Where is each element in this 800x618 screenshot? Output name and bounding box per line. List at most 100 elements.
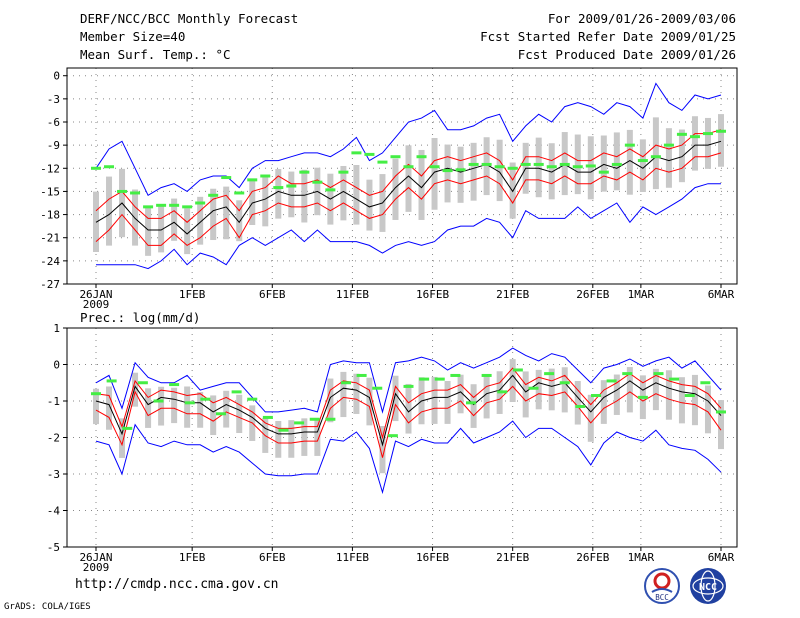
precip-marker-40 [716,410,726,414]
temp-marker-31 [494,165,505,169]
temp-marker-11 [234,191,245,195]
temp-spread-bar-9 [210,188,217,241]
temp-marker-26 [429,165,440,169]
temp-spread-bar-34 [535,137,542,198]
temp-ytick-label-9: -27 [40,278,60,291]
temp-marker-9 [208,193,219,197]
precip-title: Prec.: log(mm/d) [80,310,200,325]
precip-spread-bar-32 [509,359,516,403]
temp-xtick-label-3: 11FEB [336,288,369,301]
temp-marker-19 [338,170,349,174]
precip-marker-35 [637,395,648,399]
precip-spread-bar-8 [197,392,204,428]
temp-spread-bar-40 [613,132,620,191]
precip-marker-33 [606,379,617,383]
precip-marker-14 [309,417,320,421]
temp-spread-bar-28 [457,146,464,203]
temp-marker-15 [286,184,297,188]
temp-marker-36 [559,162,570,166]
temp-ytick-label-4: -12 [40,162,60,175]
precip-marker-29 [544,372,555,376]
temp-spread-bar-5 [158,204,165,253]
precip-spread-bar-18 [327,378,334,423]
temp-plot-frame [66,67,738,285]
temp-marker-34 [533,162,544,166]
precip-spread-bar-27 [444,381,451,424]
temp-marker-10 [221,176,232,180]
precip-spread-bar-0 [93,388,99,425]
temp-spread-bar-3 [132,189,139,246]
temp-marker-6 [169,203,180,207]
precip-spread-bar-33 [522,371,529,418]
temp-marker-8 [195,201,206,205]
precip-spread-bar-7 [184,386,191,428]
temp-marker-7 [182,205,193,209]
precip-spread-bar-30 [483,375,490,419]
precip-marker-21 [419,377,430,381]
temp-marker-39 [598,170,609,174]
precip-marker-24 [466,401,476,405]
precip-spread-bar-9 [210,395,217,436]
temp-spread-bar-11 [236,200,243,242]
precip-marker-13 [294,421,305,425]
temp-xtick-label-4: 16FEB [416,288,449,301]
precip-spread-bar-34 [535,369,542,410]
precip-spread-bar-29 [470,384,477,428]
temp-spread-bar-48 [718,114,724,167]
precip-spread-bar-10 [223,390,230,428]
temp-marker-42 [637,159,648,163]
temp-marker-13 [260,174,271,178]
temp-xtick-label-0: 26JAN [79,288,112,301]
chart-title: DERF/NCC/BCC Monthly Forecast [80,11,299,26]
precip-marker-15 [325,417,336,421]
temp-spread-bar-29 [470,142,477,201]
precip-marker-19 [387,434,398,438]
temp-marker-43 [650,155,661,159]
temp-xtick-label-8: 6MAR [708,288,735,301]
precip-marker-18 [372,386,383,390]
temp-marker-21 [364,152,375,156]
precip-spread-bar-38 [587,394,594,442]
precip-marker-30 [559,381,570,385]
precip-mean-line [95,374,722,447]
precip-marker-34 [622,372,633,376]
precip-spread-bar-16 [301,418,308,456]
temp-marker-16 [299,170,310,174]
temp-spread-bar-44 [665,128,672,188]
precip-ytick-label-3: -2 [47,432,60,445]
precip-ytick-label-2: -1 [47,395,60,408]
precip-spread-bar-4 [145,388,152,428]
precip-ytick-label-1: 0 [53,359,60,372]
precip-spread-bar-47 [704,385,711,434]
temp-marker-45 [676,132,687,136]
precip-spread-bar-41 [626,367,633,413]
temp-marker-29 [468,162,479,166]
temp-spread-bar-35 [548,143,555,200]
precip-spread-bar-26 [431,376,438,424]
temp-marker-14 [273,186,284,190]
variable-label: Mean Surf. Temp.: °C [80,47,231,62]
temp-spread-bar-15 [288,171,295,218]
temp-ytick-label-2: -6 [47,116,60,129]
temp-spread-bar-30 [483,137,490,196]
temp-marker-40 [611,162,622,166]
source-url[interactable]: http://cmdp.ncc.cma.gov.cn [75,577,279,592]
temp-spread-bar-45 [678,129,685,183]
temp-marker-3 [130,191,141,195]
precip-ytick-label-6: -5 [47,541,60,554]
temp-marker-12 [247,178,258,182]
temp-spread-bar-41 [626,129,633,195]
bcc-logo-text: BCC [655,593,669,602]
precip-marker-38 [684,394,695,398]
temp-xtick-label-2: 6FEB [259,288,286,301]
precip-spread-bar-48 [718,400,724,450]
precip-marker-11 [262,415,273,419]
precip-marker-39 [700,381,711,385]
precip-marker-26 [497,390,508,394]
precip-xtick-label-3: 11FEB [336,551,369,564]
precip-spread-bar-21 [366,377,373,426]
precip-spread-bar-46 [691,374,698,426]
precip-spread-bar-36 [561,367,568,413]
logos: BCC NCC [644,568,726,604]
temp-spread-bar-7 [184,208,191,255]
